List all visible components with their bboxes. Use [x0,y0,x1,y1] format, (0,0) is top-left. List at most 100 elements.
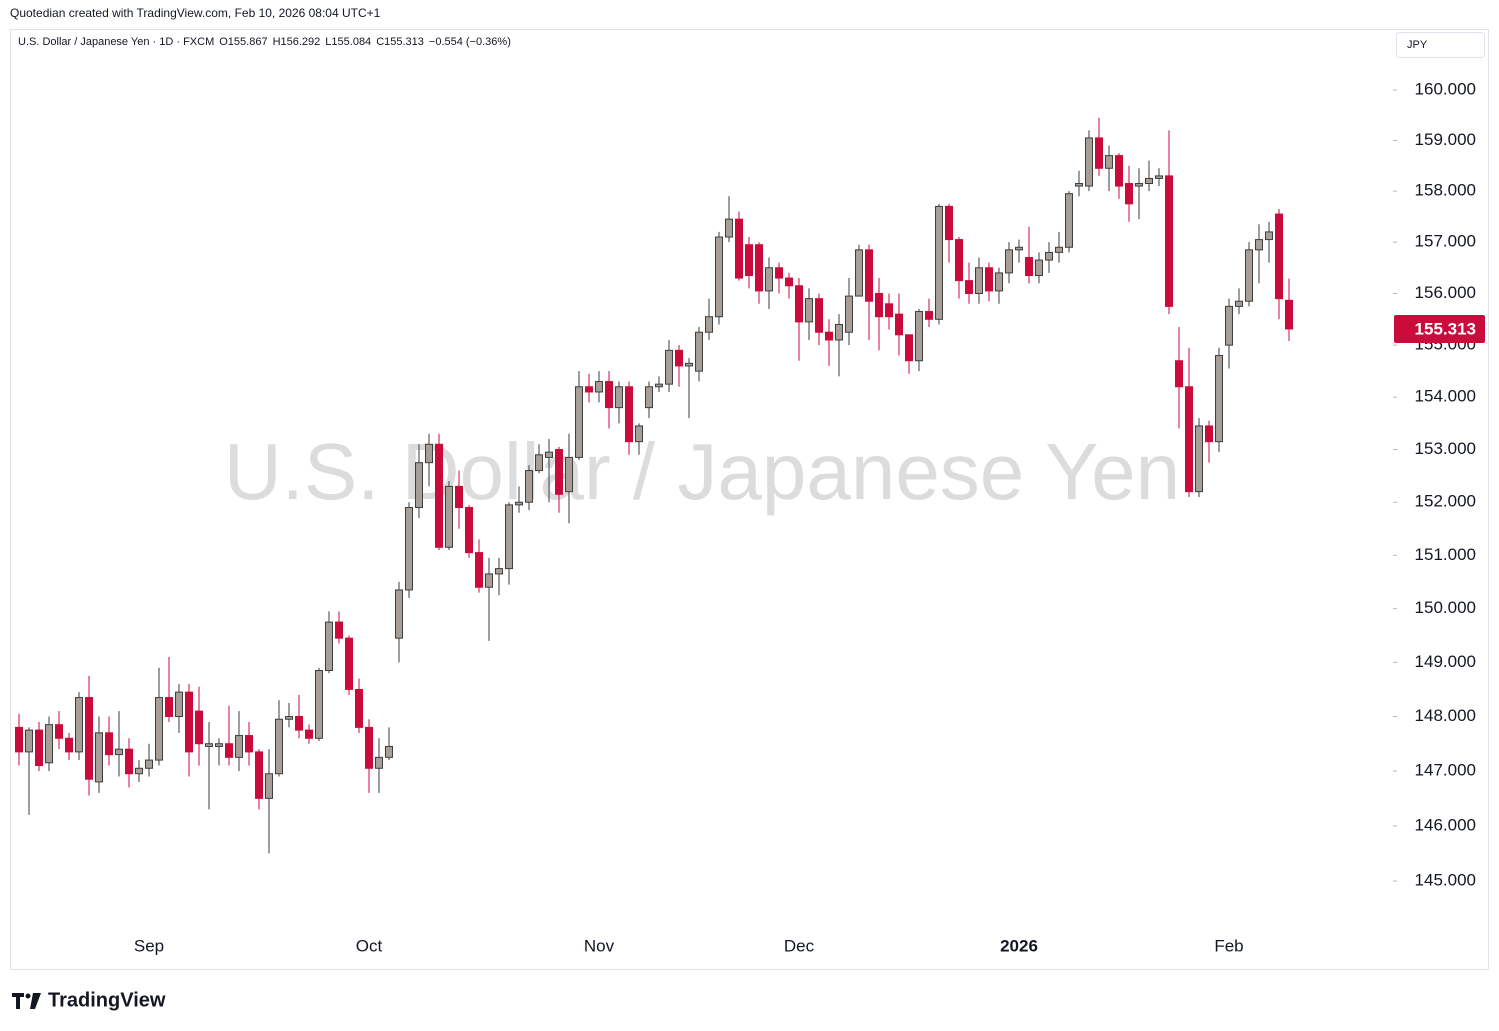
candle-body [595,381,603,393]
candle-body [1055,246,1063,253]
candle-body [1085,137,1093,187]
candle-body [555,449,563,495]
candle-body [775,267,783,279]
candle-body [1005,249,1013,274]
candle-body [895,313,903,336]
candle-body [425,443,433,464]
candle-body [1185,386,1193,493]
candle-body [675,349,683,367]
candle-body [515,501,523,506]
candle-body [1135,183,1143,187]
legend-low: L155.084 [325,36,371,48]
last-price-tag [1394,314,1485,343]
candle-body [525,470,533,503]
candle-body [935,205,943,320]
candle-body [1175,360,1183,388]
y-tick-label: 150.000 [1415,598,1476,617]
x-tick-label: Nov [584,936,615,955]
candle-body [455,485,463,509]
watermark: U.S. Dollar / Japanese Yen [224,427,1180,516]
y-tick-label: 148.000 [1415,706,1476,725]
candle-body [905,334,913,362]
logo-part [30,993,41,1009]
candle-body [795,285,803,323]
candle-body [1215,355,1223,443]
candle-body [495,568,503,575]
candle-body [945,205,953,241]
candle-body [965,280,973,294]
candle-body [1275,213,1283,300]
candle-body [385,745,393,758]
candle-body [185,691,193,753]
y-tick-label: 146.000 [1415,815,1476,834]
candle-body [275,718,283,775]
x-tick-label: Sep [134,936,164,955]
candle-body [975,267,983,294]
candle-body [1145,177,1153,185]
chart-frame [10,29,1489,970]
candle-body [815,298,823,333]
candle-body [705,316,713,333]
candle-body [35,729,43,767]
candle-body [785,277,793,287]
y-tick-label: 145.000 [1415,871,1476,890]
candle-body [1155,175,1163,179]
candle-body [925,311,933,320]
candle-body [435,443,443,548]
candle-body [845,295,853,333]
candle-body [875,292,883,318]
currency-button[interactable] [1396,32,1485,58]
y-tick-label: 157.000 [1415,232,1476,251]
candle-body [695,331,703,372]
candle-body [1105,155,1113,169]
legend-open: O155.867 [219,36,267,48]
y-tick-label: 159.000 [1415,130,1476,149]
candle-body [155,697,163,761]
candle-body [605,381,613,409]
candle-body [955,239,963,282]
y-tick-label: 158.000 [1415,181,1476,200]
candle-body [635,425,643,443]
candle-body [125,748,133,775]
candle-body [145,759,153,769]
x-tick-label: Feb [1214,936,1243,955]
candle-body [1245,249,1253,302]
candle-body [1115,155,1123,187]
candle-body [375,756,383,769]
candle-body [1165,175,1173,307]
legend-high: H156.292 [273,36,321,48]
legend-change: −0.554 (−0.36%) [429,36,511,48]
y-tick-label: 151.000 [1415,545,1476,564]
candle-body [865,249,873,302]
candle-body [325,621,333,672]
plot: 145.000 146.000 147.000 148.000 149.000 150.0… [15,80,1485,955]
candle-body [1035,259,1043,276]
candle-body [1025,257,1033,276]
candle-body [225,743,233,758]
candle-body [315,670,323,739]
candle-body [45,724,53,764]
candle-body [255,751,263,799]
candle-body [285,716,293,720]
candle-body [855,249,863,297]
candle-body [55,724,63,739]
currency[interactable]: JPY [1407,39,1428,51]
candle-body [1225,305,1233,346]
candle-body [565,456,573,493]
candle-body [885,303,893,318]
candle-body [205,743,213,747]
candle-body [1075,183,1083,187]
candle-body [115,748,123,756]
candle-body [825,331,833,341]
candle-body [1255,239,1263,251]
candle-body [505,504,513,570]
candle-body [85,697,93,780]
candle-body [445,485,453,548]
candle-body [1195,425,1203,493]
candle-body [1125,183,1133,205]
candle-body [995,272,1003,292]
y-tick-label: 160.000 [1415,80,1476,99]
legend-close: C155.313 [376,36,424,48]
candle-body [625,386,633,443]
